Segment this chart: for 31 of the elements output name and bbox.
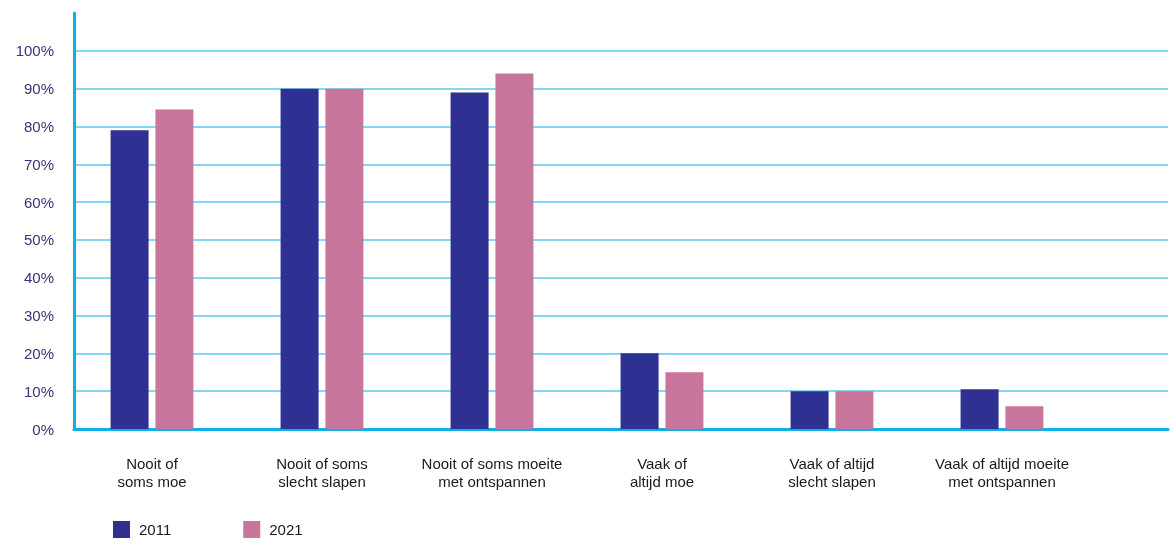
x-tick-label: Nooit of soms moeite met ontspannen bbox=[421, 454, 563, 490]
y-tick-label: 60% bbox=[23, 193, 54, 211]
x-tick-label: Nooit of soms moe bbox=[117, 454, 187, 490]
bar bbox=[665, 372, 704, 429]
x-tick-label: Vaak of altijd slecht slapen bbox=[788, 454, 876, 490]
y-tick-label: 40% bbox=[23, 269, 54, 287]
bar bbox=[155, 109, 194, 429]
y-tick-label: 10% bbox=[23, 382, 54, 400]
bar bbox=[620, 353, 659, 429]
bar bbox=[450, 92, 489, 429]
legend-label: 2011 bbox=[139, 521, 172, 538]
y-tick-label: 20% bbox=[23, 344, 54, 362]
x-tick-label: Vaak of altijd moe bbox=[629, 454, 695, 490]
y-tick-label: 90% bbox=[23, 80, 54, 98]
y-tick-label: 30% bbox=[23, 307, 54, 325]
legend-label: 2021 bbox=[269, 521, 303, 538]
y-tick-label: 80% bbox=[23, 117, 54, 135]
bar bbox=[280, 88, 319, 429]
bar bbox=[835, 391, 874, 429]
y-tick-label: 0% bbox=[32, 420, 54, 438]
x-tick-label: Vaak of altijd moeite met ontspannen bbox=[935, 454, 1069, 490]
bar bbox=[1005, 406, 1044, 429]
bar bbox=[495, 73, 534, 429]
bar bbox=[110, 130, 149, 429]
y-tick-label: 100% bbox=[15, 42, 54, 60]
bar bbox=[960, 389, 999, 429]
bar bbox=[790, 391, 829, 429]
y-tick-label: 70% bbox=[23, 155, 54, 173]
x-tick-label: Nooit of soms slecht slapen bbox=[276, 454, 368, 490]
bar bbox=[325, 88, 364, 429]
y-tick-label: 50% bbox=[23, 231, 54, 249]
